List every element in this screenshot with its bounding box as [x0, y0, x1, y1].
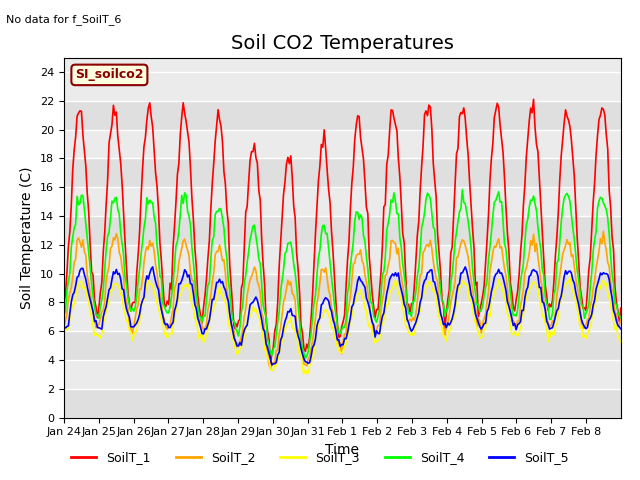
SoilT_2	[617, 315, 625, 321]
Bar	[64, 158, 621, 187]
Line: SoilT_1: SoilT_1	[64, 99, 621, 363]
SoilT_4	[458, 187, 466, 192]
SoilT_2	[616, 323, 623, 329]
SoilT_2	[600, 228, 607, 234]
SoilT_5	[460, 267, 468, 273]
X-axis label: Time: Time	[325, 443, 360, 457]
SoilT_4	[617, 315, 625, 321]
Bar	[64, 331, 621, 360]
SoilT_4	[616, 313, 623, 319]
SoilT_5	[149, 264, 157, 270]
SoilT_4	[543, 301, 550, 307]
SoilT_3	[79, 285, 87, 291]
SoilT_1	[348, 180, 356, 186]
SoilT_3	[300, 371, 308, 377]
SoilT_1	[616, 319, 623, 324]
SoilT_1	[60, 300, 68, 305]
SoilT_5	[79, 265, 87, 271]
SoilT_3	[541, 321, 549, 326]
SoilT_4	[460, 200, 468, 205]
SoilT_5	[60, 324, 68, 329]
SoilT_2	[458, 237, 466, 243]
Title: Soil CO2 Temperatures: Soil CO2 Temperatures	[231, 34, 454, 53]
Bar	[64, 389, 621, 418]
Line: SoilT_5: SoilT_5	[64, 267, 621, 365]
SoilT_5	[268, 362, 276, 368]
SoilT_2	[60, 325, 68, 331]
SoilT_5	[543, 318, 550, 324]
Bar	[64, 101, 621, 130]
SoilT_5	[617, 326, 625, 332]
Line: SoilT_3: SoilT_3	[64, 277, 621, 374]
Text: SI_soilco2: SI_soilco2	[75, 68, 143, 82]
SoilT_1	[267, 360, 275, 366]
SoilT_1	[617, 305, 625, 311]
SoilT_5	[97, 325, 104, 331]
SoilT_5	[349, 301, 357, 307]
SoilT_3	[348, 315, 356, 321]
SoilT_2	[267, 366, 275, 372]
SoilT_2	[348, 278, 356, 284]
Bar	[64, 274, 621, 302]
Line: SoilT_4: SoilT_4	[64, 190, 621, 358]
SoilT_1	[79, 132, 87, 138]
SoilT_2	[541, 303, 549, 309]
SoilT_4	[348, 251, 356, 256]
SoilT_3	[97, 335, 104, 341]
SoilT_2	[79, 237, 87, 243]
SoilT_1	[530, 96, 538, 102]
SoilT_4	[97, 303, 104, 309]
SoilT_5	[616, 324, 623, 330]
SoilT_4	[79, 192, 87, 198]
SoilT_3	[60, 335, 68, 341]
SoilT_4	[301, 355, 309, 361]
Bar	[64, 216, 621, 245]
SoilT_3	[566, 275, 573, 280]
SoilT_3	[458, 277, 466, 283]
SoilT_4	[60, 312, 68, 317]
SoilT_1	[543, 293, 550, 299]
Y-axis label: Soil Temperature (C): Soil Temperature (C)	[20, 167, 35, 309]
Legend: SoilT_1, SoilT_2, SoilT_3, SoilT_4, SoilT_5: SoilT_1, SoilT_2, SoilT_3, SoilT_4, Soil…	[66, 446, 574, 469]
Line: SoilT_2: SoilT_2	[64, 231, 621, 369]
SoilT_3	[616, 336, 623, 342]
SoilT_3	[617, 339, 625, 345]
SoilT_1	[97, 289, 104, 295]
Text: No data for f_SoilT_6: No data for f_SoilT_6	[6, 14, 122, 25]
SoilT_1	[458, 111, 466, 117]
SoilT_2	[97, 316, 104, 322]
